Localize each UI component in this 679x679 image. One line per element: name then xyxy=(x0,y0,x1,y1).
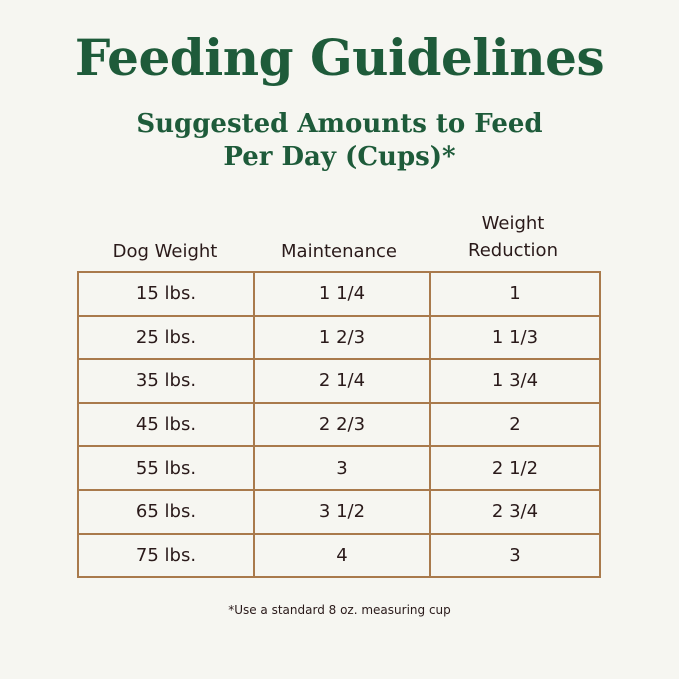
cell-weight-reduction: 1 3/4 xyxy=(429,358,601,404)
feeding-table: 15 lbs. 1 1/4 1 25 lbs. 1 2/3 1 1/3 35 lbs. 2 1… xyxy=(77,271,601,579)
cell-dog-weight: 35 lbs. xyxy=(77,358,255,404)
table-row: 75 lbs. 4 3 xyxy=(77,532,601,579)
cell-dog-weight: 45 lbs. xyxy=(77,401,255,448)
table-row: 45 lbs. 2 2/3 2 xyxy=(77,401,601,448)
cell-weight-reduction: 1 1/3 xyxy=(429,314,601,361)
cell-weight-reduction: 2 3/4 xyxy=(429,488,601,535)
table-row: 35 lbs. 2 1/4 1 3/4 xyxy=(77,358,601,404)
cell-dog-weight: 55 lbs. xyxy=(77,445,255,491)
cell-maintenance: 2 2/3 xyxy=(253,401,431,448)
cell-weight-reduction: 3 xyxy=(429,532,601,579)
cell-dog-weight: 75 lbs. xyxy=(77,532,255,579)
cell-maintenance: 4 xyxy=(253,532,431,579)
cell-dog-weight: 25 lbs. xyxy=(77,314,255,361)
cell-maintenance: 1 1/4 xyxy=(253,271,431,317)
page-title: Feeding Guidelines xyxy=(74,28,605,87)
table-row: 25 lbs. 1 2/3 1 1/3 xyxy=(77,314,601,361)
cell-dog-weight: 65 lbs. xyxy=(77,488,255,535)
cell-maintenance: 3 xyxy=(253,445,431,491)
subtitle: Suggested Amounts to Feed Per Day (Cups)… xyxy=(0,108,679,174)
cell-dog-weight: 15 lbs. xyxy=(77,271,255,317)
footnote: *Use a standard 8 oz. measuring cup xyxy=(228,603,451,617)
cell-maintenance: 1 2/3 xyxy=(253,314,431,361)
subtitle-line-2: Per Day (Cups)* xyxy=(223,142,456,172)
header-maintenance: Maintenance xyxy=(281,241,397,262)
cell-maintenance: 2 1/4 xyxy=(253,358,431,404)
table-row: 15 lbs. 1 1/4 1 xyxy=(77,271,601,317)
table-row: 65 lbs. 3 1/2 2 3/4 xyxy=(77,488,601,535)
cell-weight-reduction: 2 xyxy=(429,401,601,448)
header-dog-weight: Dog Weight xyxy=(112,241,218,262)
cell-weight-reduction: 1 xyxy=(429,271,601,317)
header-weight-reduction-line-1: Weight xyxy=(481,213,545,234)
header-weight-reduction: Weight Reduction xyxy=(428,210,598,264)
header-weight-reduction-line-2: Reduction xyxy=(468,240,558,261)
subtitle-line-1: Suggested Amounts to Feed xyxy=(136,109,543,139)
table-row: 55 lbs. 3 2 1/2 xyxy=(77,445,601,491)
cell-maintenance: 3 1/2 xyxy=(253,488,431,535)
cell-weight-reduction: 2 1/2 xyxy=(429,445,601,491)
